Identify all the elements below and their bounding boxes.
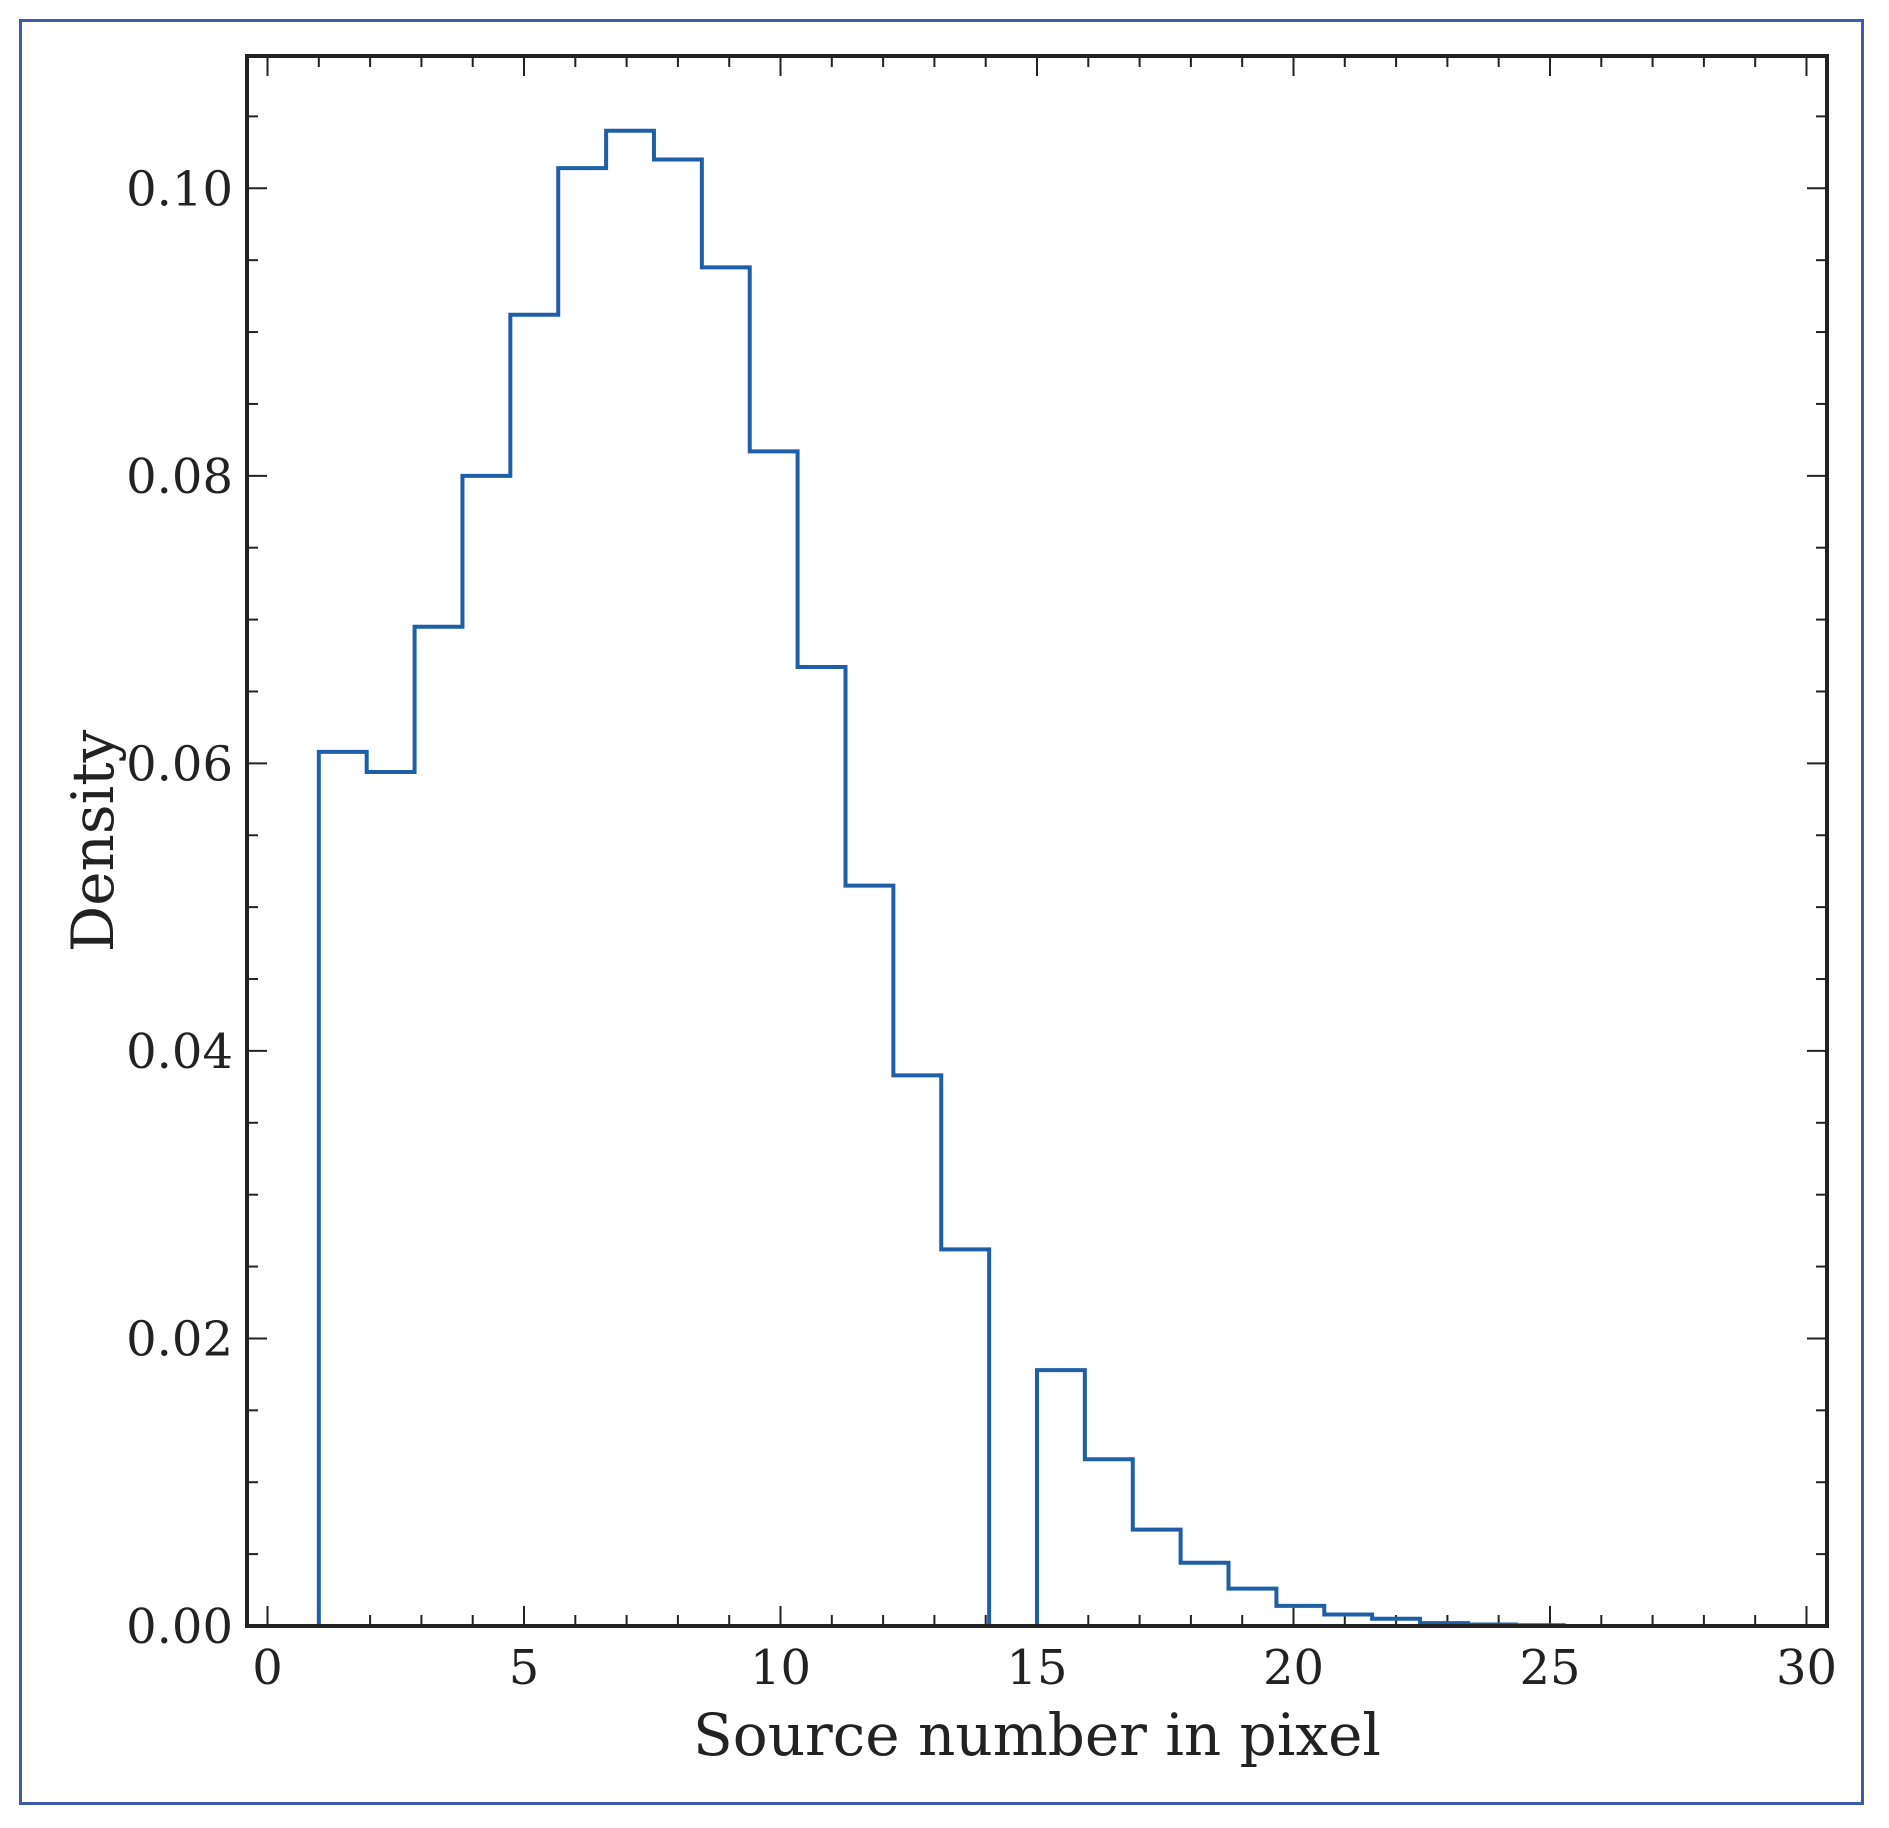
x-tick-label: 30: [1776, 1640, 1837, 1696]
y-tick-label: 0.04: [126, 1024, 233, 1080]
y-tick-label: 0.10: [126, 161, 233, 217]
y-tick-labels: 0.00 0.02 0.04 0.06 0.08 0.10: [126, 161, 233, 1655]
figure-border: [19, 19, 1864, 1805]
y-axis-label: Density: [59, 729, 127, 952]
x-tick-label: 25: [1519, 1640, 1580, 1696]
y-tick-label: 0.00: [126, 1599, 233, 1655]
x-tick-label: 0: [252, 1640, 283, 1696]
x-tick-label: 15: [1006, 1640, 1067, 1696]
y-tick-label: 0.06: [126, 736, 233, 792]
plot-area-frame: [245, 54, 1829, 1628]
x-tick-label: 5: [509, 1640, 540, 1696]
x-tick-labels: 0 5 10 15 20 25 30: [252, 1640, 1837, 1696]
y-tick-label: 0.08: [126, 449, 233, 505]
y-tick-label: 0.02: [126, 1311, 233, 1367]
x-axis-label: Source number in pixel: [693, 1701, 1381, 1769]
x-tick-label: 10: [750, 1640, 811, 1696]
x-tick-label: 20: [1263, 1640, 1324, 1696]
histogram-step-line: [316, 128, 1566, 1628]
